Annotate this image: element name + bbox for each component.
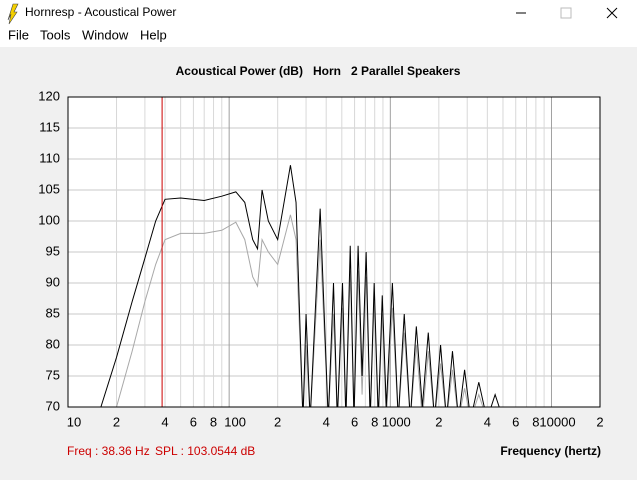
x-tick-label: 8	[210, 414, 217, 429]
y-tick-label: 105	[38, 181, 60, 196]
y-tick-label: 95	[46, 243, 60, 258]
y-tick-label: 110	[39, 150, 60, 165]
x-tick-label: 4	[484, 414, 491, 429]
x-tick-label: 8	[532, 414, 539, 429]
y-tick-label: 80	[46, 336, 60, 351]
cursor-spl: SPL : 103.0544 dB	[155, 444, 255, 458]
x-tick-label: 10000	[539, 414, 575, 429]
x-axis-label: Frequency (hertz)	[500, 444, 601, 458]
y-tick-label: 70	[46, 398, 60, 413]
y-tick-label: 90	[46, 274, 60, 289]
x-tick-label: 2	[113, 414, 120, 429]
menu-item[interactable]: Window	[82, 27, 129, 42]
y-tick-label: 85	[46, 305, 60, 320]
window-title: Hornresp - Acoustical Power	[25, 5, 176, 19]
menu-item[interactable]: Help	[140, 27, 167, 42]
chart-title: Acoustical Power (dB) Horn 2 Parallel Sp…	[176, 64, 461, 78]
y-tick-label: 75	[46, 367, 60, 382]
menu-item[interactable]: Tools	[40, 27, 71, 42]
x-tick-label: 2	[274, 414, 281, 429]
x-tick-label: 6	[351, 414, 358, 429]
x-tick-label: 2	[596, 414, 603, 429]
plot-border	[67, 96, 601, 408]
x-tick-label: 4	[323, 414, 330, 429]
series-line	[100, 165, 512, 407]
menu-item[interactable]: File	[8, 27, 29, 42]
x-tick-label: 6	[512, 414, 519, 429]
x-tick-label: 6	[190, 414, 197, 429]
close-button[interactable]	[606, 7, 618, 19]
y-tick-label: 100	[38, 212, 60, 227]
y-tick-label: 120	[38, 88, 60, 103]
cursor-freq: Freq : 38.36 Hz	[67, 444, 150, 458]
app-icon	[7, 3, 19, 25]
x-tick-label: 10	[67, 414, 81, 429]
title-menu-bg	[0, 0, 637, 47]
maximize-button[interactable]	[560, 7, 572, 19]
x-tick-label: 1000	[382, 414, 411, 429]
x-tick-label: 100	[224, 414, 246, 429]
x-tick-label: 8	[371, 414, 378, 429]
y-tick-label: 115	[39, 119, 60, 134]
x-tick-label: 4	[161, 414, 168, 429]
x-tick-label: 2	[435, 414, 442, 429]
